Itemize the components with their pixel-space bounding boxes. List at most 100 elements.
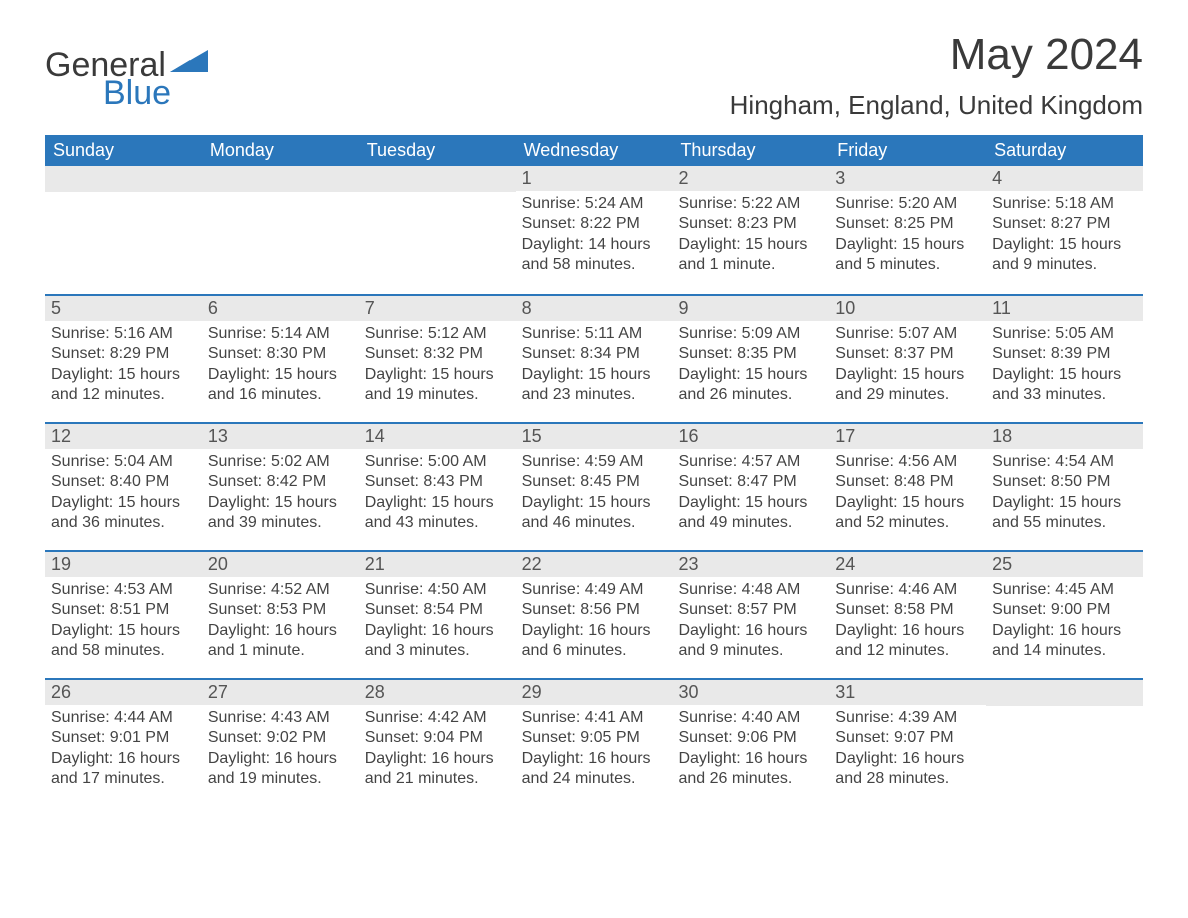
sunset-text: Sunset: 9:00 PM — [992, 600, 1137, 620]
day-number: 9 — [672, 296, 829, 321]
day-body: Sunrise: 4:50 AMSunset: 8:54 PMDaylight:… — [359, 577, 516, 668]
daylight-text: Daylight: 16 hours and 6 minutes. — [522, 621, 667, 662]
logo-text-blue: Blue — [103, 76, 208, 110]
sunset-text: Sunset: 8:35 PM — [678, 344, 823, 364]
week-row: 19Sunrise: 4:53 AMSunset: 8:51 PMDayligh… — [45, 550, 1143, 678]
daylight-text: Daylight: 16 hours and 26 minutes. — [678, 749, 823, 790]
empty-day-number — [45, 166, 202, 192]
sunrise-text: Sunrise: 4:46 AM — [835, 580, 980, 600]
day-body: Sunrise: 4:43 AMSunset: 9:02 PMDaylight:… — [202, 705, 359, 796]
day-body: Sunrise: 5:22 AMSunset: 8:23 PMDaylight:… — [672, 191, 829, 282]
day-number: 29 — [516, 680, 673, 705]
sunset-text: Sunset: 8:39 PM — [992, 344, 1137, 364]
week-row: 12Sunrise: 5:04 AMSunset: 8:40 PMDayligh… — [45, 422, 1143, 550]
day-number: 30 — [672, 680, 829, 705]
daylight-text: Daylight: 15 hours and 1 minute. — [678, 235, 823, 276]
daylight-text: Daylight: 15 hours and 5 minutes. — [835, 235, 980, 276]
sunset-text: Sunset: 9:07 PM — [835, 728, 980, 748]
day-body: Sunrise: 4:53 AMSunset: 8:51 PMDaylight:… — [45, 577, 202, 668]
week-row: 5Sunrise: 5:16 AMSunset: 8:29 PMDaylight… — [45, 294, 1143, 422]
sunset-text: Sunset: 8:23 PM — [678, 214, 823, 234]
sunrise-text: Sunrise: 4:56 AM — [835, 452, 980, 472]
sunset-text: Sunset: 8:51 PM — [51, 600, 196, 620]
sunset-text: Sunset: 8:57 PM — [678, 600, 823, 620]
daylight-text: Daylight: 16 hours and 9 minutes. — [678, 621, 823, 662]
sunrise-text: Sunrise: 5:20 AM — [835, 194, 980, 214]
day-body: Sunrise: 5:16 AMSunset: 8:29 PMDaylight:… — [45, 321, 202, 412]
sunset-text: Sunset: 9:05 PM — [522, 728, 667, 748]
sunset-text: Sunset: 8:48 PM — [835, 472, 980, 492]
day-number: 17 — [829, 424, 986, 449]
sunrise-text: Sunrise: 5:14 AM — [208, 324, 353, 344]
daylight-text: Daylight: 16 hours and 21 minutes. — [365, 749, 510, 790]
day-number: 11 — [986, 296, 1143, 321]
sunrise-text: Sunrise: 4:59 AM — [522, 452, 667, 472]
day-number: 23 — [672, 552, 829, 577]
daylight-text: Daylight: 15 hours and 39 minutes. — [208, 493, 353, 534]
daylight-text: Daylight: 15 hours and 12 minutes. — [51, 365, 196, 406]
weekday-header-row: Sunday Monday Tuesday Wednesday Thursday… — [45, 135, 1143, 166]
day-cell — [45, 166, 202, 294]
sunset-text: Sunset: 8:45 PM — [522, 472, 667, 492]
day-body: Sunrise: 5:20 AMSunset: 8:25 PMDaylight:… — [829, 191, 986, 282]
page-title: May 2024 — [730, 30, 1143, 80]
day-number: 2 — [672, 166, 829, 191]
day-body: Sunrise: 5:11 AMSunset: 8:34 PMDaylight:… — [516, 321, 673, 412]
day-body: Sunrise: 5:07 AMSunset: 8:37 PMDaylight:… — [829, 321, 986, 412]
day-cell: 22Sunrise: 4:49 AMSunset: 8:56 PMDayligh… — [516, 552, 673, 678]
day-number: 12 — [45, 424, 202, 449]
day-cell: 7Sunrise: 5:12 AMSunset: 8:32 PMDaylight… — [359, 296, 516, 422]
day-cell: 10Sunrise: 5:07 AMSunset: 8:37 PMDayligh… — [829, 296, 986, 422]
sunset-text: Sunset: 8:22 PM — [522, 214, 667, 234]
day-cell: 25Sunrise: 4:45 AMSunset: 9:00 PMDayligh… — [986, 552, 1143, 678]
sunrise-text: Sunrise: 4:40 AM — [678, 708, 823, 728]
daylight-text: Daylight: 14 hours and 58 minutes. — [522, 235, 667, 276]
day-number: 1 — [516, 166, 673, 191]
weekday-header: Thursday — [672, 135, 829, 166]
day-cell — [359, 166, 516, 294]
sunset-text: Sunset: 8:40 PM — [51, 472, 196, 492]
day-cell: 20Sunrise: 4:52 AMSunset: 8:53 PMDayligh… — [202, 552, 359, 678]
page-header: General Blue May 2024 Hingham, England, … — [45, 30, 1143, 121]
day-cell: 18Sunrise: 4:54 AMSunset: 8:50 PMDayligh… — [986, 424, 1143, 550]
day-cell: 4Sunrise: 5:18 AMSunset: 8:27 PMDaylight… — [986, 166, 1143, 294]
sunset-text: Sunset: 8:47 PM — [678, 472, 823, 492]
sunrise-text: Sunrise: 4:48 AM — [678, 580, 823, 600]
day-number: 4 — [986, 166, 1143, 191]
sunset-text: Sunset: 9:06 PM — [678, 728, 823, 748]
daylight-text: Daylight: 15 hours and 26 minutes. — [678, 365, 823, 406]
day-number: 10 — [829, 296, 986, 321]
day-cell: 23Sunrise: 4:48 AMSunset: 8:57 PMDayligh… — [672, 552, 829, 678]
day-body: Sunrise: 4:49 AMSunset: 8:56 PMDaylight:… — [516, 577, 673, 668]
sunrise-text: Sunrise: 5:12 AM — [365, 324, 510, 344]
sunrise-text: Sunrise: 4:41 AM — [522, 708, 667, 728]
day-cell: 5Sunrise: 5:16 AMSunset: 8:29 PMDaylight… — [45, 296, 202, 422]
day-body: Sunrise: 5:00 AMSunset: 8:43 PMDaylight:… — [359, 449, 516, 540]
daylight-text: Daylight: 15 hours and 36 minutes. — [51, 493, 196, 534]
sunrise-text: Sunrise: 5:07 AM — [835, 324, 980, 344]
day-body: Sunrise: 4:48 AMSunset: 8:57 PMDaylight:… — [672, 577, 829, 668]
sunrise-text: Sunrise: 5:16 AM — [51, 324, 196, 344]
day-cell: 28Sunrise: 4:42 AMSunset: 9:04 PMDayligh… — [359, 680, 516, 806]
day-cell: 19Sunrise: 4:53 AMSunset: 8:51 PMDayligh… — [45, 552, 202, 678]
day-cell: 9Sunrise: 5:09 AMSunset: 8:35 PMDaylight… — [672, 296, 829, 422]
day-number: 20 — [202, 552, 359, 577]
sunset-text: Sunset: 9:04 PM — [365, 728, 510, 748]
day-body: Sunrise: 4:52 AMSunset: 8:53 PMDaylight:… — [202, 577, 359, 668]
daylight-text: Daylight: 15 hours and 46 minutes. — [522, 493, 667, 534]
day-body: Sunrise: 4:45 AMSunset: 9:00 PMDaylight:… — [986, 577, 1143, 668]
day-body: Sunrise: 4:39 AMSunset: 9:07 PMDaylight:… — [829, 705, 986, 796]
sunrise-text: Sunrise: 4:39 AM — [835, 708, 980, 728]
day-body: Sunrise: 5:09 AMSunset: 8:35 PMDaylight:… — [672, 321, 829, 412]
empty-day-number — [359, 166, 516, 192]
day-body: Sunrise: 5:14 AMSunset: 8:30 PMDaylight:… — [202, 321, 359, 412]
weekday-header: Tuesday — [359, 135, 516, 166]
sunrise-text: Sunrise: 5:11 AM — [522, 324, 667, 344]
sunrise-text: Sunrise: 4:45 AM — [992, 580, 1137, 600]
week-row: 26Sunrise: 4:44 AMSunset: 9:01 PMDayligh… — [45, 678, 1143, 806]
day-body: Sunrise: 4:41 AMSunset: 9:05 PMDaylight:… — [516, 705, 673, 796]
sunset-text: Sunset: 8:43 PM — [365, 472, 510, 492]
sunset-text: Sunset: 8:27 PM — [992, 214, 1137, 234]
day-body: Sunrise: 4:40 AMSunset: 9:06 PMDaylight:… — [672, 705, 829, 796]
sunset-text: Sunset: 8:34 PM — [522, 344, 667, 364]
